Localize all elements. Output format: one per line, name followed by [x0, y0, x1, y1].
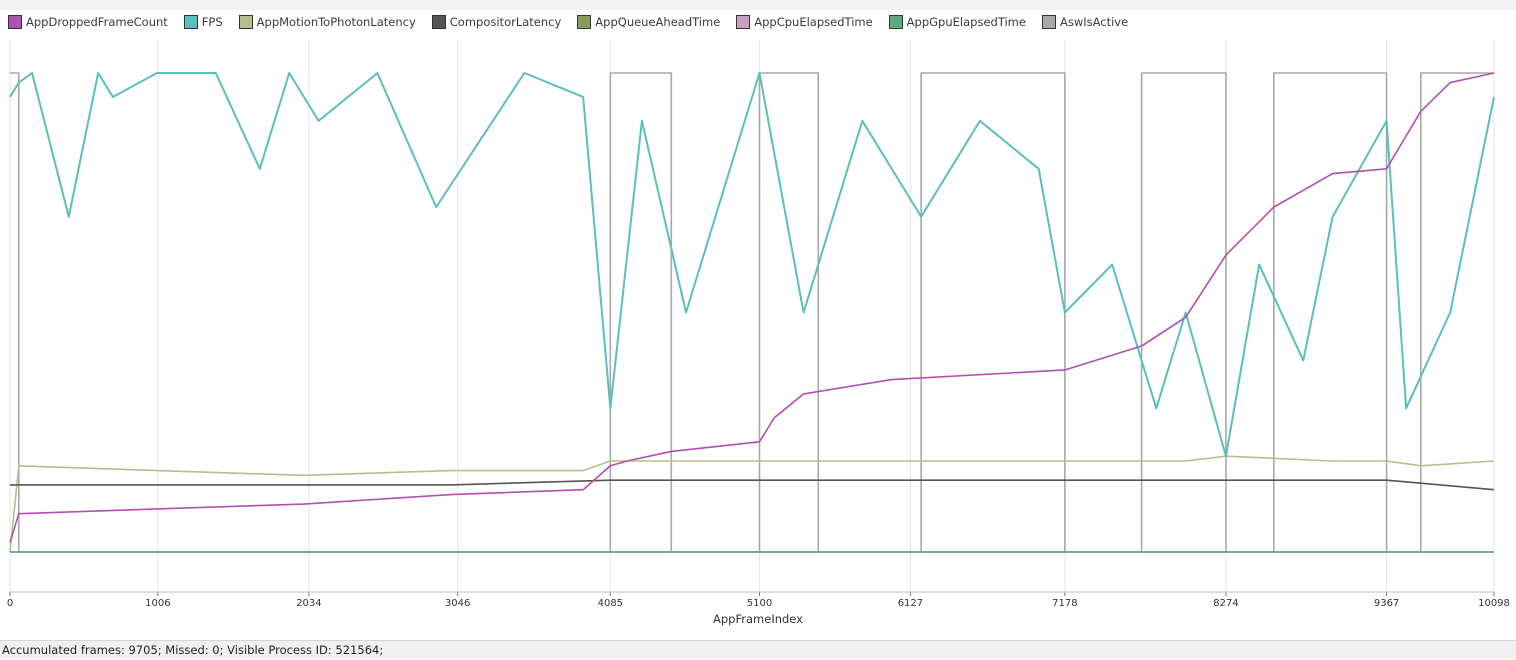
x-tick-label: 5100: [747, 598, 772, 609]
x-tick-label: 9367: [1374, 598, 1399, 609]
series-line-aswisactive: [10, 72, 1494, 553]
legend-swatch: [8, 15, 22, 29]
x-tick-label: 10098: [1478, 598, 1510, 609]
legend-item-compositorlatency[interactable]: CompositorLatency: [431, 15, 562, 29]
x-tick-label: 1006: [145, 598, 170, 609]
legend-swatch: [431, 15, 446, 29]
legend-label: AppMotionToPhotonLatency: [256, 15, 416, 29]
legend-item-appqueueaheadtime[interactable]: AppQueueAheadTime: [577, 15, 720, 29]
x-tick-label: 0: [7, 598, 13, 609]
x-tick-label: 4085: [598, 598, 623, 609]
legend-label: FPS: [201, 15, 223, 29]
legend-swatch: [888, 15, 903, 29]
legend-item-aswisactive[interactable]: AswIsActive: [1041, 15, 1129, 29]
legend-label: AswIsActive: [1059, 15, 1129, 29]
legend-swatch: [183, 15, 198, 29]
status-bar: Accumulated frames: 9705; Missed: 0; Vis…: [0, 640, 1516, 659]
legend-item-fps[interactable]: FPS: [183, 15, 223, 29]
top-bar: [0, 0, 1516, 10]
x-tick-label: 3046: [445, 598, 470, 609]
legend-swatch: [238, 15, 253, 29]
series-line-compositorlatency: [10, 479, 1495, 491]
series-line-appmotiontophotonlatency: [9, 455, 1495, 553]
plot-area: 0 1006 2034 3046 4085 5100 6127 7178 8274 9367 100…: [7, 40, 1510, 609]
legend-swatch: [1041, 15, 1056, 29]
legend-swatch: [736, 15, 751, 29]
legend-item-appdroppedframecount[interactable]: AppDroppedFrameCount: [8, 15, 168, 29]
x-tick-label: 7178: [1052, 598, 1077, 609]
legend-label: CompositorLatency: [449, 15, 562, 29]
legend-item-appgpuelapsedtime[interactable]: AppGpuElapsedTime: [888, 15, 1026, 29]
legend-swatch: [577, 15, 592, 29]
legend-item-appmotiontophotonlatency[interactable]: AppMotionToPhotonLatency: [238, 15, 416, 29]
legend: AppDroppedFrameCount FPS AppMotionToPhoton…: [8, 13, 1144, 31]
legend-label: AppCpuElapsedTime: [754, 15, 873, 29]
x-tick-label: 6127: [898, 598, 923, 609]
legend-label: AppDroppedFrameCount: [26, 15, 168, 29]
legend-label: AppGpuElapsedTime: [906, 15, 1026, 29]
x-tick-label: 8274: [1213, 598, 1238, 609]
series-line-fps: [9, 72, 1495, 458]
x-axis-label: AppFrameIndex: [713, 612, 803, 626]
x-tick-label: 2034: [296, 598, 321, 609]
legend-label: AppQueueAheadTime: [595, 15, 721, 29]
legend-item-appcpuelapsedtime[interactable]: AppCpuElapsedTime: [736, 15, 873, 29]
series-line-appdroppedframecount: [9, 72, 1495, 543]
